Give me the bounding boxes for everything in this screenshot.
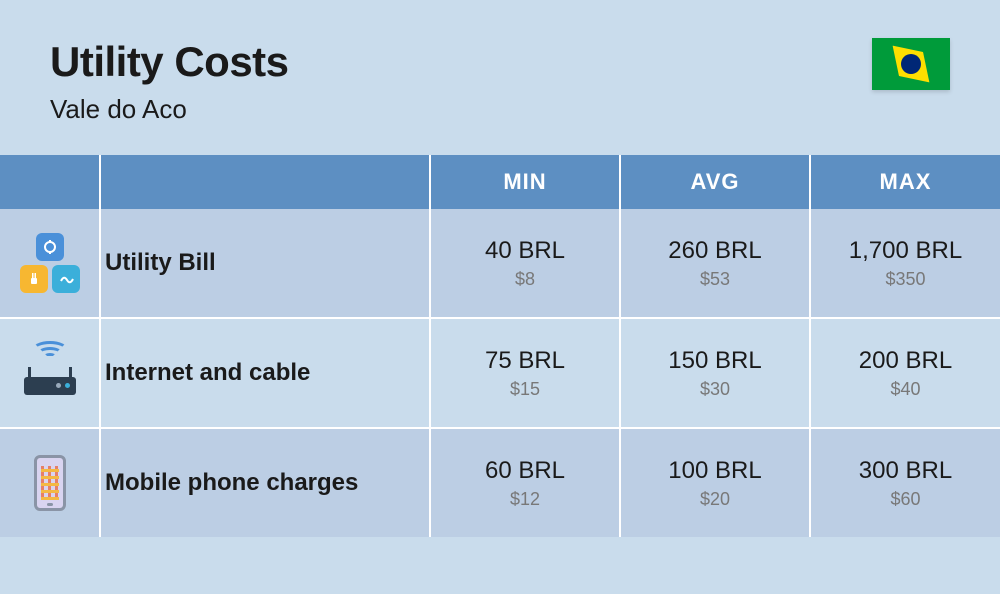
header-blank-icon — [0, 155, 100, 209]
header: Utility Costs Vale do Aco — [0, 0, 1000, 155]
row-label: Utility Bill — [100, 209, 430, 318]
row-icon-cell — [0, 209, 100, 318]
col-header-min: MIN — [430, 155, 620, 209]
table-row: Utility Bill 40 BRL $8 260 BRL $53 1,700… — [0, 209, 1000, 318]
table-header-row: MIN AVG MAX — [0, 155, 1000, 209]
cell-min: 60 BRL $12 — [430, 428, 620, 537]
value-secondary: $30 — [631, 379, 799, 400]
value-primary: 1,700 BRL — [821, 237, 990, 265]
table-row: Internet and cable 75 BRL $15 150 BRL $3… — [0, 318, 1000, 428]
router-icon — [18, 341, 82, 405]
row-label: Mobile phone charges — [100, 428, 430, 537]
value-secondary: $12 — [441, 489, 609, 510]
value-primary: 200 BRL — [821, 347, 990, 375]
value-primary: 260 BRL — [631, 237, 799, 265]
value-primary: 100 BRL — [631, 457, 799, 485]
cell-avg: 100 BRL $20 — [620, 428, 810, 537]
value-secondary: $40 — [821, 379, 990, 400]
costs-table: MIN AVG MAX Utility Bill 40 BRL $8 260 B… — [0, 155, 1000, 537]
cell-min: 40 BRL $8 — [430, 209, 620, 318]
header-blank-label — [100, 155, 430, 209]
col-header-avg: AVG — [620, 155, 810, 209]
cell-max: 300 BRL $60 — [810, 428, 1000, 537]
value-secondary: $60 — [821, 489, 990, 510]
col-header-max: MAX — [810, 155, 1000, 209]
cell-avg: 260 BRL $53 — [620, 209, 810, 318]
value-secondary: $350 — [821, 269, 990, 290]
value-primary: 75 BRL — [441, 347, 609, 375]
value-primary: 150 BRL — [631, 347, 799, 375]
value-primary: 40 BRL — [441, 237, 609, 265]
utility-bill-icon — [18, 231, 82, 295]
row-label: Internet and cable — [100, 318, 430, 428]
table-row: Mobile phone charges 60 BRL $12 100 BRL … — [0, 428, 1000, 537]
value-secondary: $8 — [441, 269, 609, 290]
cell-avg: 150 BRL $30 — [620, 318, 810, 428]
row-icon-cell — [0, 428, 100, 537]
cell-min: 75 BRL $15 — [430, 318, 620, 428]
smartphone-icon — [18, 451, 82, 515]
value-secondary: $15 — [441, 379, 609, 400]
row-icon-cell — [0, 318, 100, 428]
value-secondary: $20 — [631, 489, 799, 510]
brazil-flag-icon — [872, 38, 950, 90]
cell-max: 200 BRL $40 — [810, 318, 1000, 428]
page-title: Utility Costs — [50, 38, 289, 86]
page-subtitle: Vale do Aco — [50, 94, 289, 125]
cell-max: 1,700 BRL $350 — [810, 209, 1000, 318]
value-primary: 60 BRL — [441, 457, 609, 485]
value-primary: 300 BRL — [821, 457, 990, 485]
title-block: Utility Costs Vale do Aco — [50, 38, 289, 125]
value-secondary: $53 — [631, 269, 799, 290]
